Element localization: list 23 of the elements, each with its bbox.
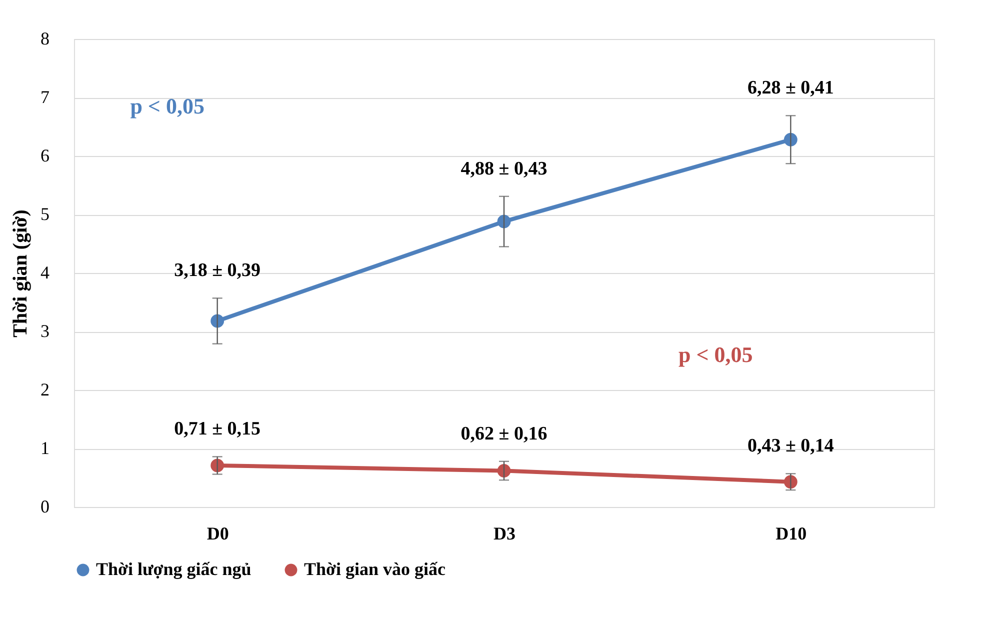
y-tick-label: 8 <box>40 28 50 48</box>
data-label: 6,28 ± 0,41 <box>747 78 834 99</box>
legend-label: Thời gian vào giấc <box>304 559 446 579</box>
y-tick-label: 2 <box>40 380 50 400</box>
data-label: 0,43 ± 0,14 <box>747 436 834 457</box>
x-tick-label: D3 <box>494 524 516 544</box>
y-tick-label: 0 <box>40 496 50 516</box>
legend-label: Thời lượng giấc ngủ <box>96 559 252 579</box>
y-tick-label: 1 <box>40 438 50 458</box>
y-tick-label: 7 <box>40 87 50 107</box>
data-label: 3,18 ± 0,39 <box>174 260 261 282</box>
y-axis-title: Thời gian (giờ) <box>10 210 32 338</box>
y-tick-label: 5 <box>40 204 50 224</box>
data-label: 0,71 ± 0,15 <box>174 418 261 440</box>
data-label: 4,88 ± 0,43 <box>460 158 548 180</box>
y-tick-label: 6 <box>40 146 50 166</box>
x-tick-label: D10 <box>776 524 807 544</box>
data-label: 0,62 ± 0,16 <box>460 423 548 444</box>
y-tick-label: 3 <box>40 321 50 341</box>
annotation: p < 0,05 <box>130 93 204 118</box>
x-tick-label: D0 <box>206 524 229 544</box>
annotation: p < 0,05 <box>678 342 753 367</box>
y-tick-label: 4 <box>40 262 50 282</box>
